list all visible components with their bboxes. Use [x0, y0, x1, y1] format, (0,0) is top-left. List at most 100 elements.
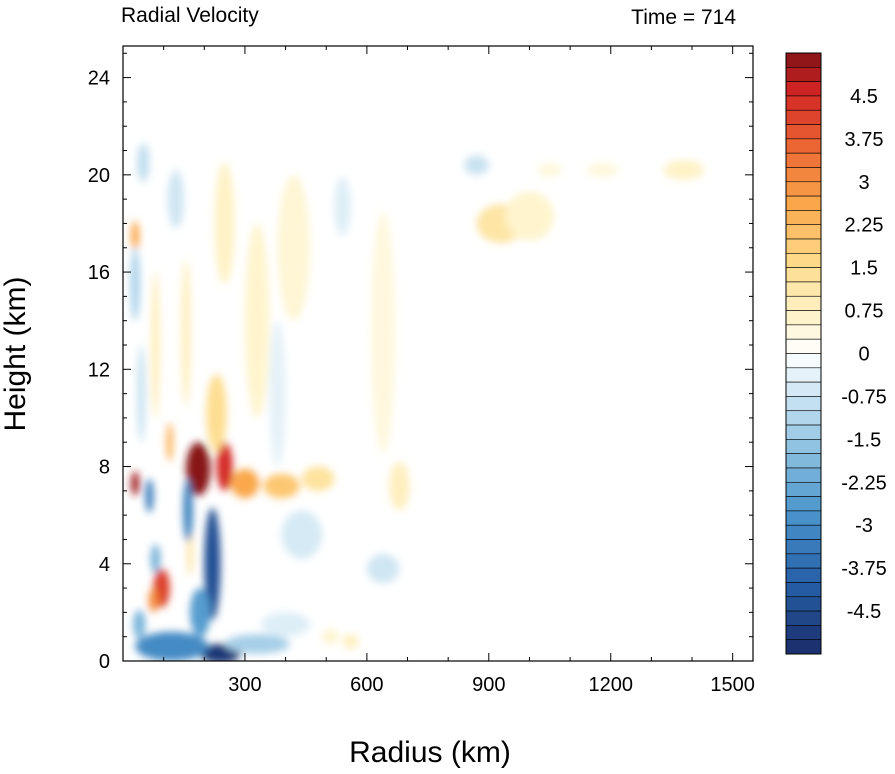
- colorbar-box: [785, 109, 822, 125]
- colorbar-label: 1.5: [850, 258, 878, 280]
- velocity-cell: [130, 247, 141, 321]
- velocity-cell: [214, 162, 235, 285]
- velocity-cell: [261, 612, 310, 637]
- velocity-cell: [269, 320, 286, 467]
- velocity-cell: [230, 468, 260, 499]
- colorbar-box: [785, 281, 822, 297]
- velocity-cell: [370, 211, 396, 455]
- velocity-cell: [389, 461, 410, 511]
- velocity-cell: [224, 634, 290, 654]
- colorbar-label: 0: [858, 344, 869, 366]
- colorbar-label: 3.75: [845, 129, 884, 151]
- y-tick-label: 4: [99, 554, 110, 576]
- velocity-cell: [167, 169, 184, 229]
- colorbar-box: [785, 210, 822, 226]
- colorbar-box: [785, 439, 822, 454]
- colorbar-box: [785, 67, 822, 82]
- velocity-cell: [537, 162, 562, 178]
- velocity-cell: [244, 223, 270, 418]
- colorbar-label: 2.25: [845, 215, 884, 237]
- x-tick-label: 1200: [588, 674, 633, 696]
- colorbar-box: [785, 81, 822, 97]
- colorbar-box: [785, 353, 822, 369]
- colorbar-box: [785, 467, 822, 483]
- colorbar-label: -3.75: [841, 558, 887, 580]
- colorbar-box: [785, 381, 822, 397]
- colorbar-box: [785, 267, 822, 283]
- y-tick-label: 8: [99, 457, 110, 479]
- colorbar-box: [785, 138, 822, 154]
- velocity-cell: [505, 191, 554, 241]
- chart-title-left: Radial Velocity: [121, 4, 259, 27]
- colorbar-box: [785, 410, 822, 426]
- colorbar-box: [785, 610, 822, 626]
- plot-frame: [122, 45, 754, 662]
- colorbar-box: [785, 238, 822, 254]
- velocity-cell: [586, 162, 619, 178]
- colorbar-box: [785, 253, 822, 268]
- colorbar-box: [785, 396, 822, 412]
- colorbar-box: [785, 295, 822, 311]
- chart-title-right: Time = 714: [631, 6, 736, 29]
- y-tick-label: 24: [88, 68, 110, 90]
- velocity-cell: [181, 259, 191, 406]
- colorbar: [785, 52, 822, 655]
- colorbar-box: [785, 310, 822, 326]
- colorbar-box: [785, 539, 822, 555]
- velocity-cell: [131, 471, 140, 496]
- velocity-cell: [263, 473, 300, 499]
- colorbar-box: [785, 481, 822, 497]
- velocity-cell: [186, 442, 211, 496]
- colorbar-box: [785, 367, 822, 383]
- colorbar-box: [785, 496, 822, 512]
- velocity-cell: [301, 466, 335, 491]
- velocity-cell: [334, 177, 351, 236]
- y-tick-label: 0: [99, 651, 110, 673]
- colorbar-box: [785, 524, 822, 540]
- colorbar-label: 0.75: [845, 301, 884, 323]
- colorbar-box: [785, 152, 822, 168]
- colorbar-labels: 4.5 3.75 3 2.25 1.5 0.75 0 -0.75 -1.5 -2.25 -3 -3.7…: [841, 86, 887, 623]
- velocity-cell: [137, 345, 146, 443]
- velocity-cell: [183, 478, 193, 542]
- x-axis-label: Radius (km): [349, 736, 511, 769]
- colorbar-box: [785, 567, 822, 583]
- x-tick-label: 600: [350, 674, 383, 696]
- colorbar-box: [785, 324, 822, 340]
- colorbar-label: -1.5: [847, 429, 881, 451]
- colorbar-label: -2.25: [841, 472, 887, 494]
- x-tick-label: 900: [472, 674, 505, 696]
- colorbar-box: [785, 52, 822, 68]
- velocity-cell: [137, 143, 150, 183]
- velocity-cell: [464, 155, 489, 175]
- y-tick-label: 12: [88, 359, 110, 381]
- velocity-cell: [281, 510, 323, 559]
- colorbar-box: [785, 424, 822, 440]
- velocity-cell: [151, 272, 160, 418]
- velocity-cell: [133, 609, 146, 640]
- velocity-cell: [204, 507, 221, 620]
- colorbar-label: -4.5: [847, 601, 881, 623]
- velocity-cell: [206, 374, 227, 452]
- colorbar-box: [785, 639, 822, 655]
- y-tick-label: 20: [88, 165, 110, 187]
- colorbar-box: [785, 510, 822, 526]
- colorbar-box: [785, 195, 822, 211]
- colorbar-box: [785, 95, 822, 111]
- colorbar-label: 4.5: [850, 86, 878, 108]
- axis-tick-labels: 300 600 900 1200 1500 0 4 8 12 16 20 24: [88, 68, 755, 696]
- colorbar-box: [785, 582, 822, 598]
- colorbar-box: [785, 181, 822, 197]
- colorbar-box: [785, 224, 822, 240]
- x-tick-label: 1500: [710, 674, 755, 696]
- velocity-cell: [135, 631, 209, 661]
- y-axis-label: Height (km): [0, 276, 32, 431]
- velocity-cell: [322, 629, 339, 644]
- colorbar-box: [785, 124, 822, 140]
- colorbar-label: 3: [858, 172, 869, 194]
- colorbar-box: [785, 453, 822, 469]
- velocity-cell: [148, 588, 159, 613]
- velocity-cell: [145, 478, 154, 513]
- velocity-cell: [663, 160, 705, 180]
